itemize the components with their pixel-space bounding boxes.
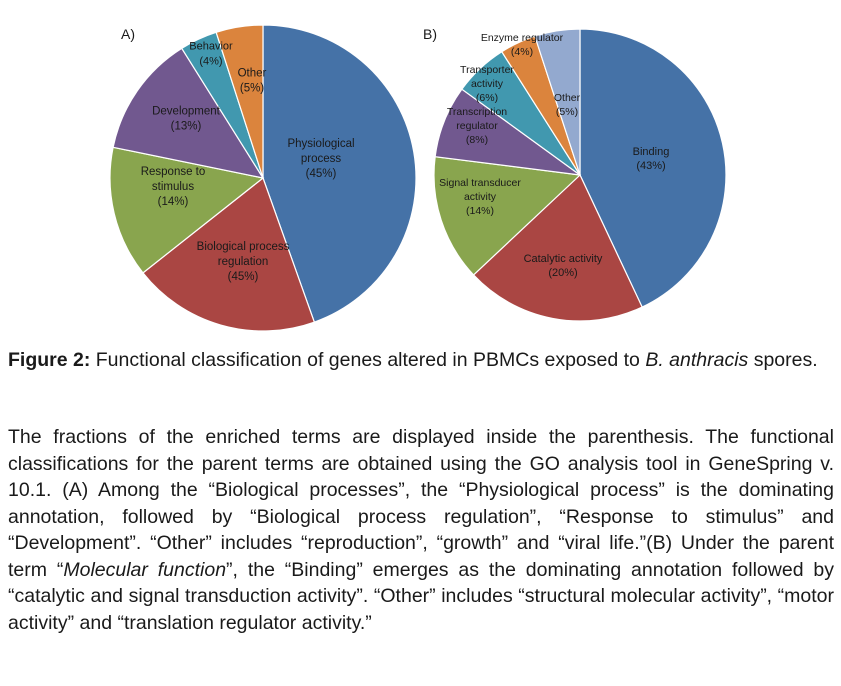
slice-label: Transporter activity (6%): [460, 64, 514, 104]
slice-label: Biological process regulation (45%): [197, 241, 290, 283]
slice-label: Enzyme regulator (4%): [481, 32, 564, 58]
description-part-1: The fractions of the enriched terms are …: [8, 426, 834, 581]
figure-label: Figure 2:: [8, 349, 91, 371]
slice-label: Other (5%): [554, 92, 581, 118]
pie-chart-b: Binding (43%) Catalytic activity (20%) Signa…: [433, 28, 727, 322]
description-term: Molecular function: [63, 558, 227, 581]
pie-slice: [112, 47, 265, 179]
figure-caption: Figure 2: Functional classification of g…: [8, 347, 834, 373]
caption-species: B. anthracis: [645, 349, 749, 371]
pie-slice: [215, 24, 264, 179]
description-part-2: ”, the “Binding” emerges as the dominati…: [8, 558, 834, 634]
pie-slice: [142, 177, 316, 332]
slice-label: Development (13%): [152, 106, 221, 133]
pie-slice: [472, 173, 643, 322]
pie-slice: [109, 146, 265, 274]
slice-label: Response to stimulus (14%): [141, 166, 206, 208]
slice-label: Catalytic activity (20%): [524, 253, 603, 279]
slice-label: Other (5%): [238, 68, 267, 95]
pie-chart-a: Physiological process (45%) Biological proc…: [109, 24, 417, 332]
slice-label: Behavior (4%): [189, 41, 233, 68]
slice-label: Transcription regulator (8%): [447, 106, 507, 146]
pie-slice: [579, 28, 727, 308]
panel-label-a: A): [121, 26, 135, 42]
slice-label: Binding (43%): [633, 146, 670, 172]
caption-text-end: spores.: [748, 349, 818, 371]
pie-slice: [262, 24, 417, 323]
figure-description: The fractions of the enriched terms are …: [8, 424, 834, 636]
pie-slice: [534, 28, 581, 176]
panel-label-b: B): [423, 26, 437, 42]
caption-text: Functional classification of genes alter…: [90, 349, 646, 371]
pie-slice: [433, 156, 582, 276]
pie-charts: Physiological process (45%) Biological proc…: [109, 24, 727, 332]
slice-label: Physiological process (45%): [287, 138, 354, 180]
slice-label: Signal transducer activity (14%): [439, 177, 521, 217]
